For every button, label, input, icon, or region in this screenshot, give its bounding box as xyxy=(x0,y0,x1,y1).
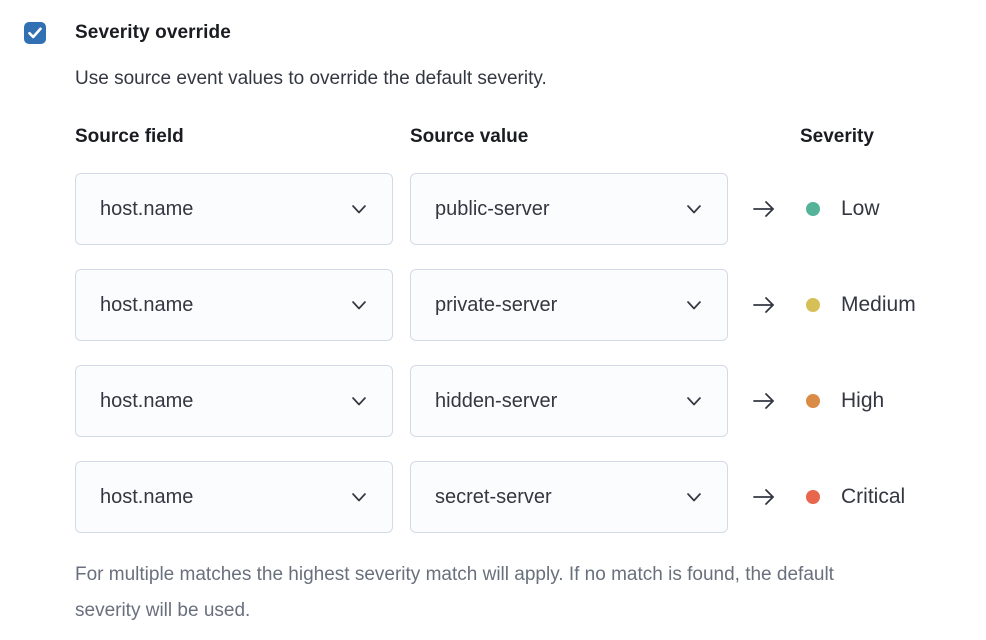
source-value-select[interactable]: secret-server xyxy=(410,461,728,533)
severity-select[interactable]: Critical xyxy=(800,485,905,509)
source-field-select[interactable]: host.name xyxy=(75,173,393,245)
chevron-down-icon xyxy=(348,198,370,220)
chevron-down-icon xyxy=(683,486,705,508)
severity-mapping-table: Source field Source value Severity host.… xyxy=(75,126,986,533)
chevron-down-icon xyxy=(683,198,705,220)
check-icon xyxy=(28,27,42,39)
arrow-right-icon xyxy=(728,197,800,221)
header-severity: Severity xyxy=(800,126,874,147)
mapping-row: host.name secret-server Critical xyxy=(75,461,986,533)
source-value-select[interactable]: private-server xyxy=(410,269,728,341)
arrow-right-icon xyxy=(728,389,800,413)
chevron-down-icon xyxy=(348,294,370,316)
chevron-down-icon xyxy=(348,390,370,412)
severity-label: Medium xyxy=(841,293,916,316)
severity-dot xyxy=(806,298,820,312)
severity-override-toggle-row: Severity override xyxy=(24,22,986,44)
source-field-value: host.name xyxy=(100,485,194,508)
arrow-right-icon xyxy=(728,485,800,509)
source-field-value: host.name xyxy=(100,293,194,316)
source-field-select[interactable]: host.name xyxy=(75,461,393,533)
mapping-row: host.name public-server Low xyxy=(75,173,986,245)
source-value-select[interactable]: hidden-server xyxy=(410,365,728,437)
source-field-value: host.name xyxy=(100,197,194,220)
source-value-select[interactable]: public-server xyxy=(410,173,728,245)
source-field-value: host.name xyxy=(100,389,194,412)
chevron-down-icon xyxy=(683,390,705,412)
severity-dot xyxy=(806,394,820,408)
source-field-select[interactable]: host.name xyxy=(75,365,393,437)
source-value-value: hidden-server xyxy=(435,389,558,412)
severity-label: Critical xyxy=(841,485,906,508)
severity-override-help-text: For multiple matches the highest severit… xyxy=(75,564,834,621)
severity-override-title: Severity override xyxy=(75,22,231,43)
severity-label: Low xyxy=(841,197,880,220)
chevron-down-icon xyxy=(348,486,370,508)
severity-select[interactable]: High xyxy=(800,389,884,413)
severity-select[interactable]: Medium xyxy=(800,293,916,317)
severity-dot xyxy=(806,202,820,216)
header-source-field: Source field xyxy=(75,126,184,147)
source-value-value: public-server xyxy=(435,197,550,220)
severity-override-description: Use source event values to override the … xyxy=(75,68,547,89)
severity-dot xyxy=(806,490,820,504)
source-value-value: secret-server xyxy=(435,485,552,508)
header-source-value: Source value xyxy=(410,126,529,147)
severity-label: High xyxy=(841,389,885,412)
chevron-down-icon xyxy=(683,294,705,316)
source-value-value: private-server xyxy=(435,293,558,316)
mapping-row: host.name private-server Medium xyxy=(75,269,986,341)
arrow-right-icon xyxy=(728,293,800,317)
source-field-select[interactable]: host.name xyxy=(75,269,393,341)
severity-select[interactable]: Low xyxy=(800,197,880,221)
mapping-row: host.name hidden-server High xyxy=(75,365,986,437)
severity-override-checkbox[interactable] xyxy=(24,22,46,44)
mapping-table-headers: Source field Source value Severity xyxy=(75,126,986,148)
